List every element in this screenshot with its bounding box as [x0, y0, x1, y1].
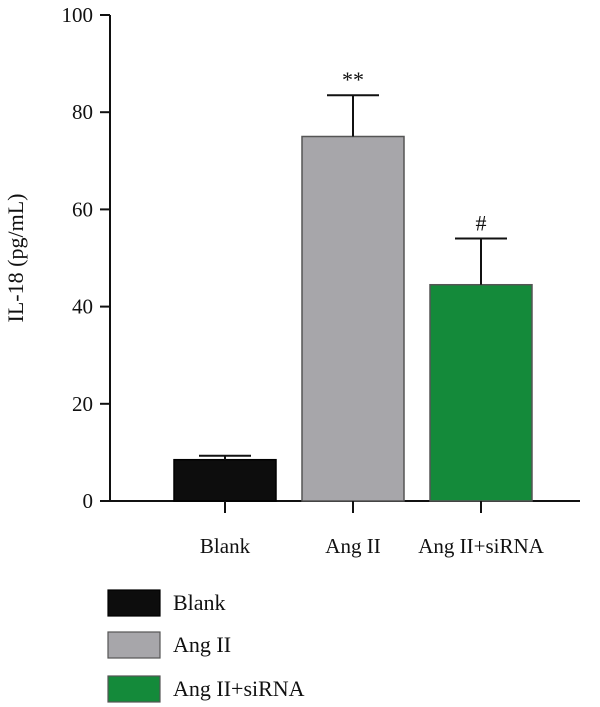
- y-axis-title: IL-18 (pg/mL): [3, 194, 28, 323]
- significance-label: #: [476, 211, 487, 236]
- category-labels: Blank Ang II Ang II+siRNA: [200, 501, 545, 558]
- bar: [301, 135, 405, 502]
- bar: [173, 458, 277, 502]
- x-tick-label: Ang II+siRNA: [418, 534, 544, 558]
- legend-label: Ang II+siRNA: [173, 676, 305, 701]
- legend-label: Ang II: [173, 632, 231, 657]
- y-tick-label: 60: [72, 197, 93, 221]
- y-tick-label: 20: [72, 392, 93, 416]
- x-tick-label: Blank: [200, 534, 251, 558]
- y-tick-label: 0: [83, 489, 94, 513]
- x-tick-label: Ang II: [325, 534, 380, 558]
- significance-label: **: [342, 67, 364, 92]
- bars: ** #: [173, 67, 533, 502]
- legend-swatch: [107, 631, 161, 659]
- legend-swatch: [107, 589, 161, 617]
- y-tick-label: 80: [72, 100, 93, 124]
- legend: Blank Ang II Ang II+siRNA: [107, 589, 305, 703]
- y-tick-label: 40: [72, 295, 93, 319]
- bar: [429, 283, 533, 502]
- y-tick-label: 100: [62, 3, 94, 27]
- legend-swatch: [107, 675, 161, 703]
- legend-label: Blank: [173, 590, 226, 615]
